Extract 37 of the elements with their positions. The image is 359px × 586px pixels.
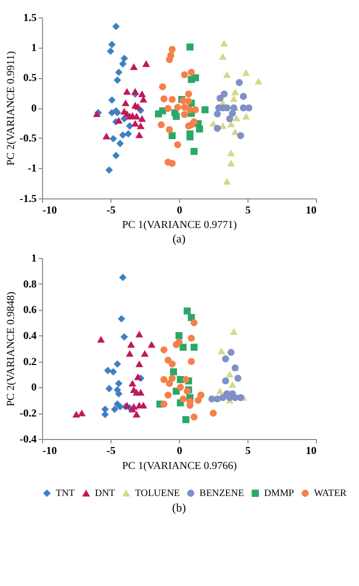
legend-label: BENZENE: [200, 488, 244, 500]
x-tick-label: 0: [176, 204, 182, 217]
x-axis-title: PC 1(VARIANCE 0.9771): [122, 219, 238, 232]
x-tick-label: -10: [42, 204, 57, 217]
y-axis-title: PC 2(VARIANCE 0.9911): [4, 50, 17, 166]
y-tick-label: 0: [31, 102, 37, 114]
y-tick-label: 0.5: [23, 72, 37, 84]
legend-label: DNT: [94, 488, 115, 500]
y-tick-label: 0: [31, 382, 37, 394]
x-tick-label: -5: [106, 204, 116, 217]
legend-label: DMMP: [264, 488, 295, 500]
x-axis-title: PC 1(VARIANCE 0.9766): [122, 460, 238, 472]
y-tick-label: -0.5: [20, 132, 37, 144]
legend-label: WATER: [314, 488, 348, 500]
y-tick-label: 0.8: [23, 278, 38, 290]
legend-label: TOLUENE: [134, 488, 180, 500]
x-tick-label: 10: [306, 204, 316, 217]
y-tick-label: 1: [31, 252, 37, 264]
y-axis-title: PC 2(VARIANCE 0.9848): [4, 291, 17, 406]
x-tick-label: 5: [245, 445, 251, 458]
y-tick-label: 0.4: [23, 330, 38, 342]
y-tick-label: -1.5: [20, 192, 37, 205]
y-tick-label: 1.5: [23, 12, 37, 24]
x-tick-label: 5: [245, 204, 251, 217]
y-tick-label: 1: [31, 42, 37, 54]
y-tick-label: -0.2: [20, 408, 37, 420]
y-tick-label: -1: [28, 162, 37, 175]
y-tick-label: 0.6: [23, 304, 38, 316]
x-tick-label: 10: [306, 445, 316, 458]
x-tick-label: -10: [42, 445, 57, 458]
legend-label: TNT: [56, 488, 75, 500]
x-tick-label: 0: [176, 445, 182, 458]
text: (a): [172, 232, 186, 246]
x-tick-label: -5: [106, 445, 116, 458]
y-tick-label: -0.4: [20, 433, 38, 446]
text: (b): [172, 501, 186, 514]
y-tick-label: 0.2: [23, 356, 37, 368]
